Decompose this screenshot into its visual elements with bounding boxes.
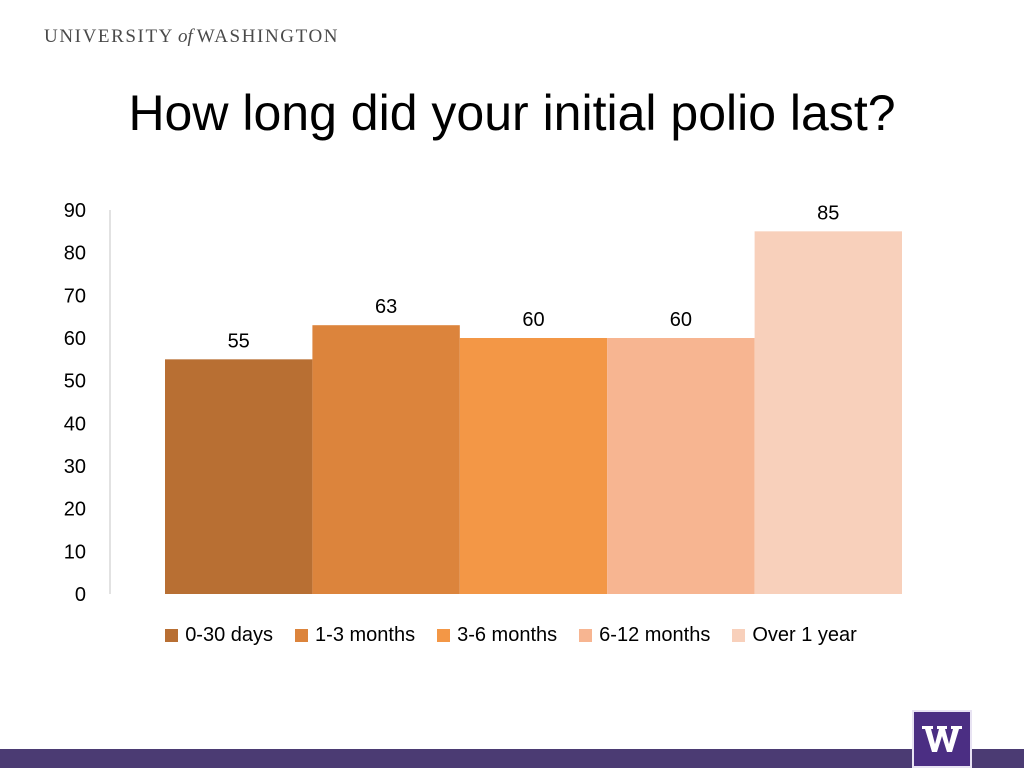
legend-item: 1-3 months xyxy=(295,624,415,647)
university-header: UNIVERSITY of WASHINGTON xyxy=(44,26,339,48)
bar xyxy=(459,338,608,594)
bar xyxy=(165,359,313,594)
legend-item: 0-30 days xyxy=(165,624,273,647)
legend-item: Over 1 year xyxy=(732,624,857,647)
legend-swatch xyxy=(165,629,179,642)
header-place: WASHINGTON xyxy=(196,26,340,47)
legend-label: 3-6 months xyxy=(457,624,558,646)
header-of: of xyxy=(178,26,193,47)
data-label: 85 xyxy=(817,202,839,224)
legend-swatch xyxy=(579,629,593,642)
y-tick-label: 10 xyxy=(64,541,86,563)
bar xyxy=(607,338,755,594)
legend-label: 6-12 months xyxy=(599,624,711,646)
y-tick-label: 90 xyxy=(64,200,86,222)
legend-label: 0-30 days xyxy=(185,624,274,646)
w-logo-icon xyxy=(922,726,962,752)
legend-item: 6-12 months xyxy=(579,624,710,647)
legend-label: 1-3 months xyxy=(315,624,416,646)
y-tick-label: 60 xyxy=(64,328,86,350)
y-tick-label: 50 xyxy=(64,371,86,393)
legend-swatch xyxy=(437,629,451,642)
y-tick-label: 40 xyxy=(64,413,86,435)
bar xyxy=(754,231,902,595)
uw-logo xyxy=(912,710,972,768)
legend-item: 3-6 months xyxy=(437,624,557,647)
slide-title: How long did your initial polio last? xyxy=(128,85,896,141)
legend-label: Over 1 year xyxy=(752,624,857,646)
bar xyxy=(312,325,460,594)
chart-legend: 0-30 days 1-3 months 3-6 months 6-12 months… xyxy=(0,624,1024,647)
y-tick-label: 30 xyxy=(64,456,86,478)
legend-swatch xyxy=(732,629,746,642)
footer-bar xyxy=(0,749,1024,768)
legend-swatch xyxy=(295,629,309,642)
data-label: 60 xyxy=(522,309,544,331)
data-label: 63 xyxy=(375,296,397,318)
data-label: 60 xyxy=(670,309,692,331)
y-tick-label: 20 xyxy=(64,499,86,521)
y-tick-label: 70 xyxy=(64,285,86,307)
header-university: UNIVERSITY xyxy=(44,26,174,47)
y-tick-label: 80 xyxy=(64,243,86,265)
data-label: 55 xyxy=(228,330,250,352)
y-tick-label: 0 xyxy=(75,584,86,606)
